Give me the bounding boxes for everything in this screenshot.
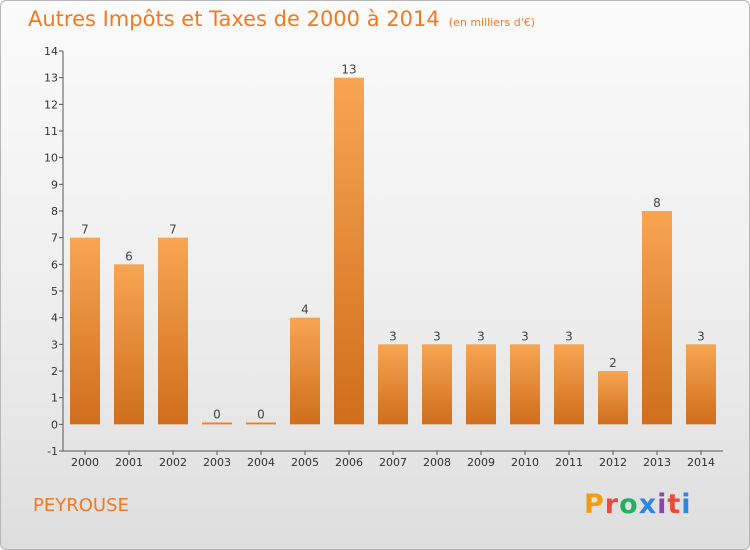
y-tick-label: 8: [51, 205, 58, 218]
bar-value-label: 2: [609, 356, 617, 370]
bar: [70, 237, 100, 425]
bar: [334, 77, 364, 425]
bar: [202, 422, 232, 425]
bar-value-label: 4: [301, 303, 309, 317]
x-tick-label: 2002: [159, 456, 187, 469]
x-tick-label: 2013: [643, 456, 671, 469]
y-tick-label: 4: [51, 312, 58, 325]
bar: [378, 344, 408, 425]
value-labels: 7 6 7 0 0 4 13 3 3 3 3 3 2 8 3: [81, 63, 705, 422]
bar: [246, 422, 276, 425]
bar-value-label: 7: [169, 223, 177, 237]
bars: [70, 77, 716, 425]
bar-value-label: 3: [697, 329, 705, 343]
bar-value-label: 3: [565, 329, 573, 343]
y-tick-label: 1: [51, 392, 58, 405]
bar-value-label: 3: [389, 329, 397, 343]
location-name: PEYROUSE: [33, 495, 129, 516]
bar-value-label: 0: [257, 407, 265, 421]
logo-letter: i: [657, 489, 668, 520]
y-tick-label: 14: [44, 45, 58, 58]
y-tick-label: 7: [51, 232, 58, 245]
bar-value-label: 13: [341, 63, 356, 77]
x-tick-label: 2003: [203, 456, 231, 469]
y-tick-label: 13: [44, 72, 58, 85]
chart-title-text: Autres Impôts et Taxes de 2000 à 2014: [28, 7, 440, 31]
bar-value-label: 3: [433, 329, 441, 343]
y-tick-label: 5: [51, 285, 58, 298]
x-tick-label: 2005: [291, 456, 319, 469]
x-tick-label: 2006: [335, 456, 363, 469]
logo-letter: r: [604, 489, 620, 520]
y-tick-label: 0: [51, 418, 58, 431]
logo-letter: P: [584, 489, 605, 520]
bar-value-label: 8: [653, 196, 661, 210]
x-tick-label: 2010: [511, 456, 539, 469]
logo-letter: x: [638, 489, 658, 520]
chart-unit: (en milliers d'€): [448, 16, 536, 29]
logo-letter: i: [681, 489, 692, 520]
x-tick-label: 2008: [423, 456, 451, 469]
bar: [642, 211, 672, 425]
y-tick-label: 10: [44, 152, 58, 165]
bar: [510, 344, 540, 425]
x-tick-label: 2009: [467, 456, 495, 469]
logo-letter: o: [619, 489, 639, 520]
x-tick-label: 2011: [555, 456, 583, 469]
chart-title: Autres Impôts et Taxes de 2000 à 2014 (e…: [28, 7, 535, 31]
bar: [554, 344, 584, 425]
bar-value-label: 0: [213, 407, 221, 421]
x-tick-label: 2007: [379, 456, 407, 469]
logo-letter: t: [667, 489, 682, 520]
bar-value-label: 3: [521, 329, 529, 343]
y-tick-label: -1: [47, 445, 58, 458]
bar: [158, 237, 188, 425]
y-tick-label: 2: [51, 365, 58, 378]
bar: [290, 317, 320, 425]
bar-value-label: 6: [125, 249, 133, 263]
y-tick-label: 6: [51, 258, 58, 271]
bar: [114, 264, 144, 425]
proxiti-logo[interactable]: Proxiti: [584, 489, 692, 520]
x-tick-label: 2004: [247, 456, 275, 469]
y-tick-label: 11: [44, 125, 58, 138]
y-tick-label: 3: [51, 338, 58, 351]
x-tick-label: 2001: [115, 456, 143, 469]
bar: [466, 344, 496, 425]
bar: [422, 344, 452, 425]
bar-value-label: 7: [81, 223, 89, 237]
x-tick-label: 2000: [71, 456, 99, 469]
bar: [686, 344, 716, 425]
y-tick-label: 12: [44, 98, 58, 111]
x-tick-label: 2014: [687, 456, 715, 469]
bar: [598, 371, 628, 425]
bar-value-label: 3: [477, 329, 485, 343]
x-tick-label: 2012: [599, 456, 627, 469]
y-tick-label: 9: [51, 178, 58, 191]
